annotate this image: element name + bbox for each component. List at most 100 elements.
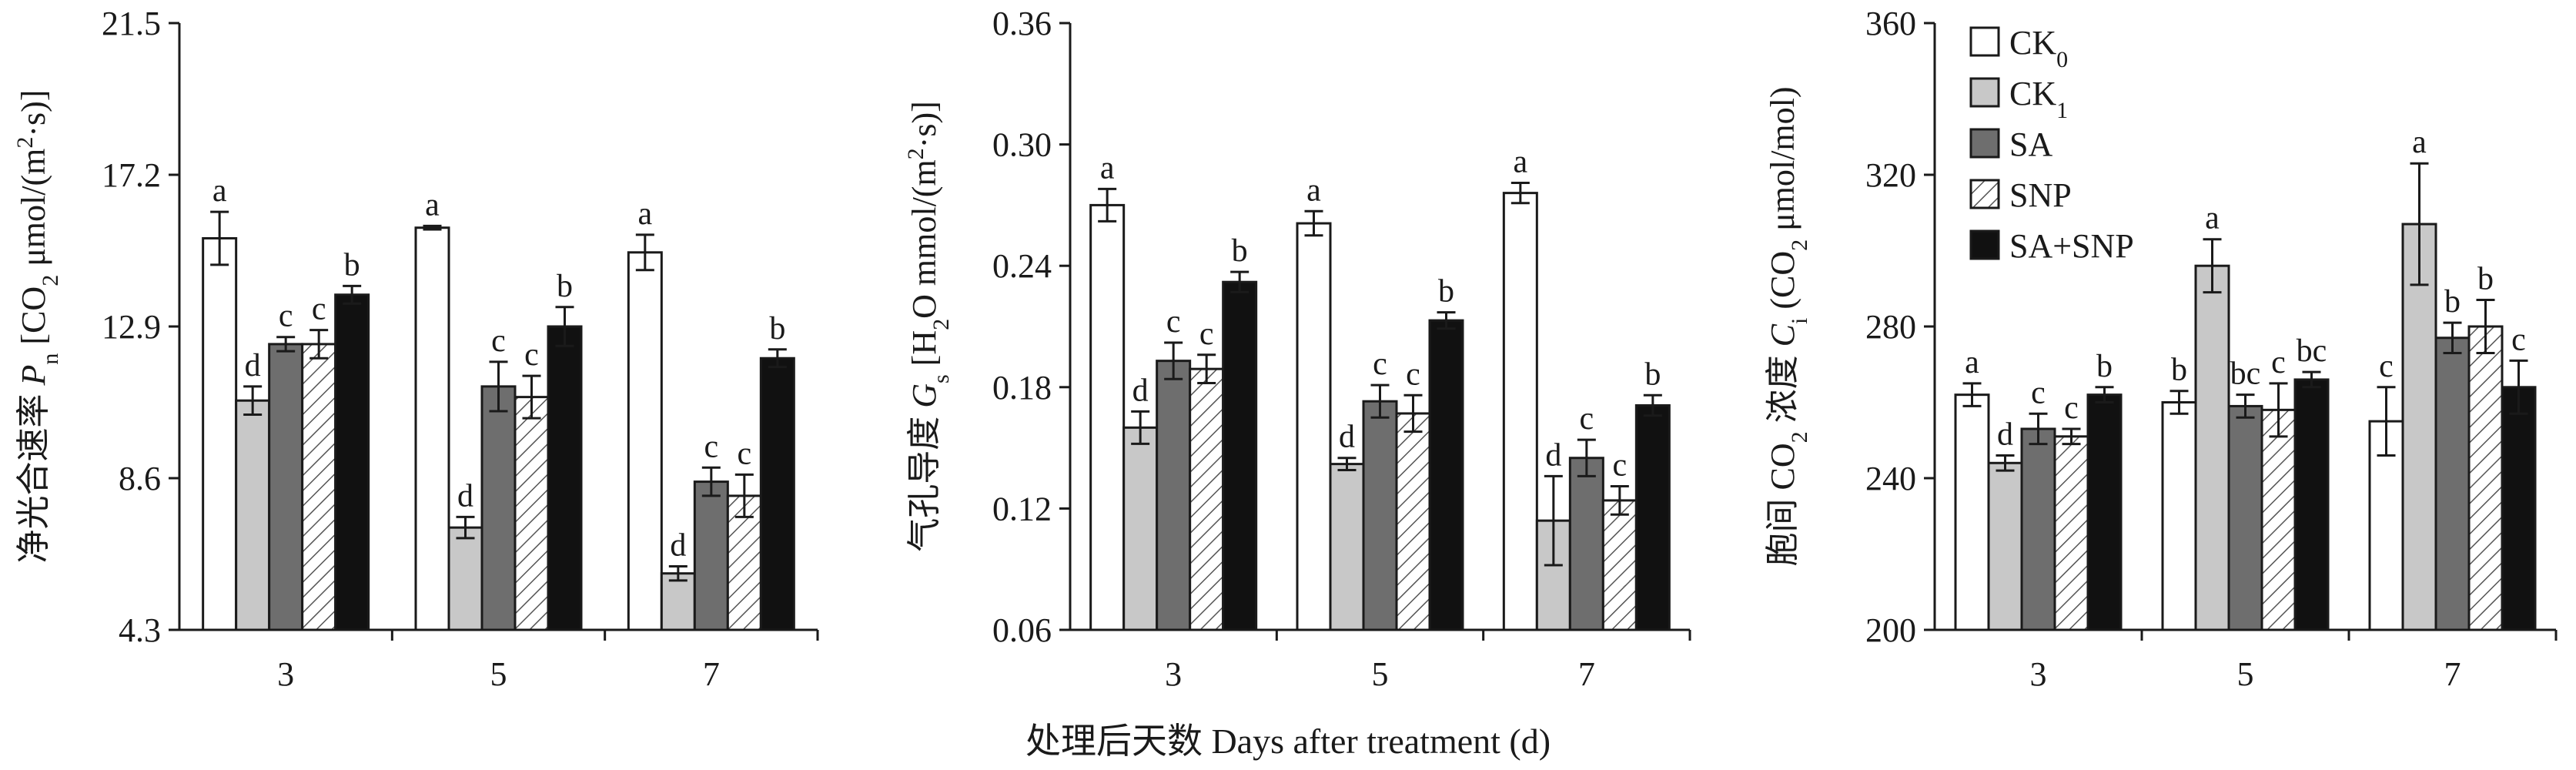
significance-label: c [2271, 345, 2286, 380]
significance-label: d [1339, 420, 1355, 455]
bar-ck0-day-5 [2161, 401, 2197, 631]
x-tick-label: 7 [1578, 655, 1595, 693]
bar-ck0-day-7 [627, 251, 663, 631]
bar-sa-snp-day-3 [2086, 393, 2123, 631]
bar-sa-snp-day-5 [547, 325, 583, 631]
bar-sa-day-5 [1362, 400, 1398, 631]
y-tick-label: 0.06 [992, 611, 1052, 649]
bar-snp-day-5 [514, 396, 550, 631]
legend-swatch-sa-snp [1969, 229, 2000, 260]
significance-label: a [1514, 145, 1528, 180]
significance-label: b [769, 311, 785, 346]
significance-label: bc [2297, 333, 2327, 369]
significance-label: b [1232, 233, 1248, 269]
bar-ck1-day-5 [1329, 463, 1365, 631]
x-tick-label: 3 [2030, 655, 2047, 693]
significance-label: c [738, 436, 752, 471]
significance-label: c [2511, 322, 2526, 357]
significance-label: d [457, 478, 473, 514]
bar-snp-day-3 [301, 343, 337, 631]
legend-label: CK1 [2009, 75, 2068, 123]
bar-sa-snp-day-5 [2293, 378, 2330, 631]
x-tick-label: 7 [2444, 655, 2461, 693]
significance-label: c [2064, 390, 2079, 426]
significance-label: b [1644, 357, 1661, 392]
y-tick-label: 8.6 [119, 460, 161, 497]
significance-label: a [638, 196, 653, 232]
significance-label: c [1406, 357, 1420, 392]
legend-swatch-sa [1969, 128, 2000, 159]
chart-panel-2: 0.06 0.12 0.18 0.24 0.30 0.36 气孔导度 Gs [H2O mmo… [903, 5, 1691, 693]
significance-label: c [1199, 316, 1214, 352]
y-tick-label: 0.18 [992, 369, 1052, 407]
significance-label: c [1613, 448, 1628, 484]
significance-label: c [312, 292, 326, 327]
legend-swatch-snp [1969, 179, 2000, 209]
bar-snp-day-5 [1395, 412, 1431, 631]
significance-label: b [2477, 262, 2494, 297]
significance-label: b [557, 269, 573, 304]
y-tick-label: 320 [1865, 156, 1916, 194]
y-tick-label: 0.12 [992, 490, 1052, 527]
significance-label: a [1965, 345, 1979, 380]
bar-snp-day-7 [2467, 325, 2504, 631]
significance-label: bc [2230, 357, 2261, 392]
bar-ck1-day-5 [447, 526, 483, 631]
significance-label: a [2412, 125, 2427, 160]
x-tick-label: 5 [490, 655, 507, 693]
significance-label: c [524, 337, 539, 373]
bar-sa-day-3 [1156, 360, 1192, 631]
x-axis-title: 处理后天数 Days after treatment (d) [1025, 721, 1551, 761]
significance-label: d [245, 348, 261, 383]
significance-label: d [1997, 417, 2013, 452]
bar-sa-snp-day-3 [1222, 280, 1258, 631]
bar-ck1-day-5 [2194, 264, 2230, 631]
y-axis-label: 胞间 CO2 浓度 Ci (CO2 μmol/mol) [1764, 87, 1812, 567]
significance-label: d [670, 528, 686, 564]
bar-sa-day-5 [2227, 404, 2263, 631]
y-tick-label: 21.5 [102, 5, 161, 42]
bar-snp-day-7 [1601, 499, 1638, 631]
y-tick-label: 280 [1865, 308, 1916, 346]
bar-ck0-day-7 [1502, 192, 1538, 631]
x-tick-label: 3 [1165, 655, 1182, 693]
y-axis-label: 净光合速率 Pn [CO2 μmol/(m2·s)] [12, 90, 63, 564]
bar-sa-day-7 [2434, 336, 2471, 631]
bar-snp-day-5 [2260, 408, 2297, 631]
bar-sa-snp-day-7 [1634, 403, 1671, 631]
bar-sa-snp-day-3 [334, 293, 370, 631]
y-tick-label: 0.24 [992, 247, 1052, 285]
y-axis-label: 气孔导度 Gs [H2O mmol/(m2·s)] [903, 101, 954, 552]
bar-sa-day-3 [2020, 427, 2056, 631]
legend-label: SA+SNP [2009, 227, 2134, 265]
significance-label: c [2031, 375, 2046, 410]
y-tick-label: 200 [1865, 611, 1916, 649]
bar-ck0-day-5 [414, 226, 450, 631]
y-tick-label: 12.9 [102, 308, 161, 346]
bar-ck1-day-3 [1987, 461, 2023, 631]
significance-label: c [1580, 401, 1594, 437]
significance-label: c [704, 429, 719, 464]
bar-snp-day-3 [2053, 435, 2089, 631]
bar-ck0-day-5 [1296, 222, 1332, 631]
chart-panels: 4.3 8.6 12.9 17.2 21.5 净光合速率 Pn [CO2 μmol/(m2… [12, 5, 2558, 693]
significance-label: c [279, 299, 293, 334]
significance-label: b [1438, 274, 1454, 310]
bar-sa-snp-day-7 [2501, 386, 2537, 631]
significance-label: d [1132, 373, 1149, 408]
y-tick-label: 4.3 [119, 611, 161, 649]
legend-swatch-ck0 [1969, 26, 2000, 57]
legend-label: CK0 [2009, 24, 2068, 72]
bar-sa-day-7 [693, 480, 729, 631]
legend-label: SNP [2009, 176, 2072, 214]
y-tick-label: 17.2 [102, 156, 161, 194]
legend-label: SA [2009, 126, 2052, 163]
significance-label: a [212, 173, 227, 209]
significance-label: d [1545, 437, 1561, 473]
significance-label: b [2444, 284, 2461, 320]
bar-sa-day-3 [268, 343, 304, 631]
y-tick-label: 0.30 [992, 126, 1052, 164]
bar-ck1-day-3 [235, 399, 271, 631]
x-tick-label: 5 [1372, 655, 1389, 693]
